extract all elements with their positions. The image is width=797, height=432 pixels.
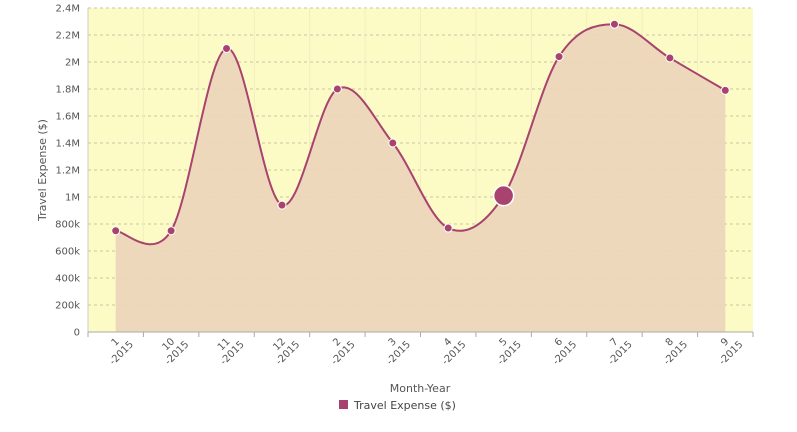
data-point[interactable] (166, 226, 176, 236)
y-tick-label: 1.6M (55, 112, 80, 123)
data-point[interactable] (332, 84, 342, 94)
legend[interactable]: Travel Expense ($) (339, 399, 456, 412)
legend-swatch (339, 400, 348, 409)
data-point[interactable] (720, 85, 730, 95)
y-tick-label: 2M (65, 58, 80, 69)
data-point-highlighted[interactable] (492, 184, 515, 207)
y-tick-label: 2.4M (55, 4, 80, 15)
x-tick-label: 3-2015 (376, 331, 413, 368)
y-tick-label: 2.2M (55, 31, 80, 42)
x-tick-label: 5-2015 (487, 331, 524, 368)
data-point[interactable] (554, 52, 564, 62)
x-tick-label: 9-2015 (709, 331, 746, 368)
y-tick-label: 200k (55, 301, 80, 312)
x-tick-label: 6-2015 (542, 331, 579, 368)
legend-label: Travel Expense ($) (353, 399, 456, 412)
y-tick-label: 1.8M (55, 85, 80, 96)
data-point[interactable] (443, 223, 453, 233)
x-tick-label: 10-2015 (155, 331, 192, 368)
data-point[interactable] (277, 200, 287, 210)
x-tick-label: 11-2015 (210, 331, 247, 368)
area-fill (115, 24, 726, 332)
y-tick-label: 1.2M (55, 166, 80, 177)
x-tick-label: 12-2015 (265, 331, 302, 368)
data-point[interactable] (609, 19, 619, 29)
x-tick-label: 8-2015 (653, 331, 690, 368)
data-point[interactable] (665, 53, 675, 63)
x-axis: 1-2015 10-2015 11-2015 12-2015 2-2015 3-2015 4… (87, 331, 754, 368)
x-tick-label: 1-2015 (99, 331, 136, 368)
x-tick-label: 7-2015 (598, 331, 635, 368)
data-point[interactable] (388, 138, 398, 148)
y-axis: 0 200k 400k 600k 800k 1M 1.2M 1.4M 1.6M 1.8M 2M 2.2… (55, 4, 89, 339)
y-tick-label: 0 (74, 328, 80, 339)
y-tick-label: 800k (55, 220, 80, 231)
y-tick-label: 600k (55, 247, 80, 258)
y-tick-label: 400k (55, 274, 80, 285)
x-tick-label: 2-2015 (321, 331, 358, 368)
x-tick-label: 4-2015 (432, 331, 469, 368)
y-axis-title: Travel Expense ($) (36, 119, 49, 222)
data-point[interactable] (111, 226, 121, 236)
data-point[interactable] (222, 44, 232, 53)
x-axis-title: Month-Year (390, 382, 451, 395)
markers (111, 19, 730, 236)
y-tick-label: 1.4M (55, 139, 80, 150)
y-tick-label: 1M (65, 193, 80, 204)
